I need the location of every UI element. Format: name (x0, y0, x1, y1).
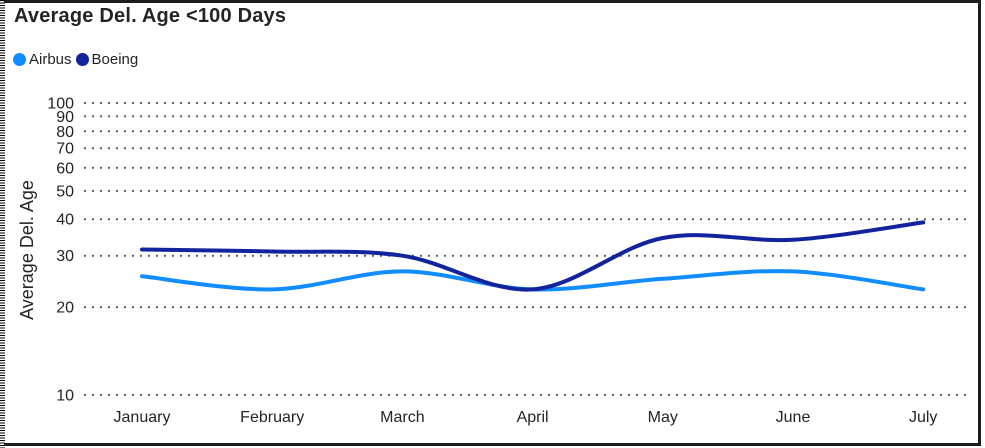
y-tick-label-40: 40 (56, 212, 74, 229)
y-tick-label-100: 100 (47, 96, 74, 113)
legend-item-airbus[interactable]: Airbus (13, 51, 72, 68)
y-tick-label-30: 30 (56, 248, 74, 265)
x-tick-label-february: February (240, 409, 304, 426)
resize-hatch-border (0, 0, 5, 448)
card-border-top (4, 0, 981, 3)
legend-label-airbus: Airbus (29, 51, 72, 68)
x-tick-label-march: March (380, 409, 424, 426)
y-tick-label-90: 90 (56, 109, 74, 126)
y-tick-label-70: 70 (56, 141, 74, 158)
boeing-legend-dot-icon (75, 53, 89, 66)
airbus-legend-dot-icon (13, 53, 26, 66)
x-tick-label-january: January (114, 409, 171, 426)
x-tick-label-april: April (517, 409, 549, 426)
series-line-airbus[interactable] (140, 269, 926, 292)
chart-title: Average Del. Age <100 Days (14, 5, 287, 27)
legend-label-boeing: Boeing (91, 51, 139, 68)
legend-item-boeing[interactable]: Boeing (75, 51, 139, 68)
y-tick-label-60: 60 (56, 160, 74, 177)
y-tick-label-50: 50 (56, 183, 74, 200)
series-line-boeing[interactable] (140, 220, 926, 292)
y-tick-label-20: 20 (56, 300, 74, 317)
x-tick-label-may: May (648, 409, 678, 426)
legend: Airbus Boeing (13, 51, 138, 68)
card-border-right (978, 0, 981, 446)
y-tick-label-80: 80 (56, 124, 74, 141)
y-tick-label-10: 10 (56, 388, 74, 405)
x-tick-label-july: July (909, 409, 937, 426)
card-border-bottom (4, 443, 981, 446)
x-tick-label-june: June (776, 409, 811, 426)
